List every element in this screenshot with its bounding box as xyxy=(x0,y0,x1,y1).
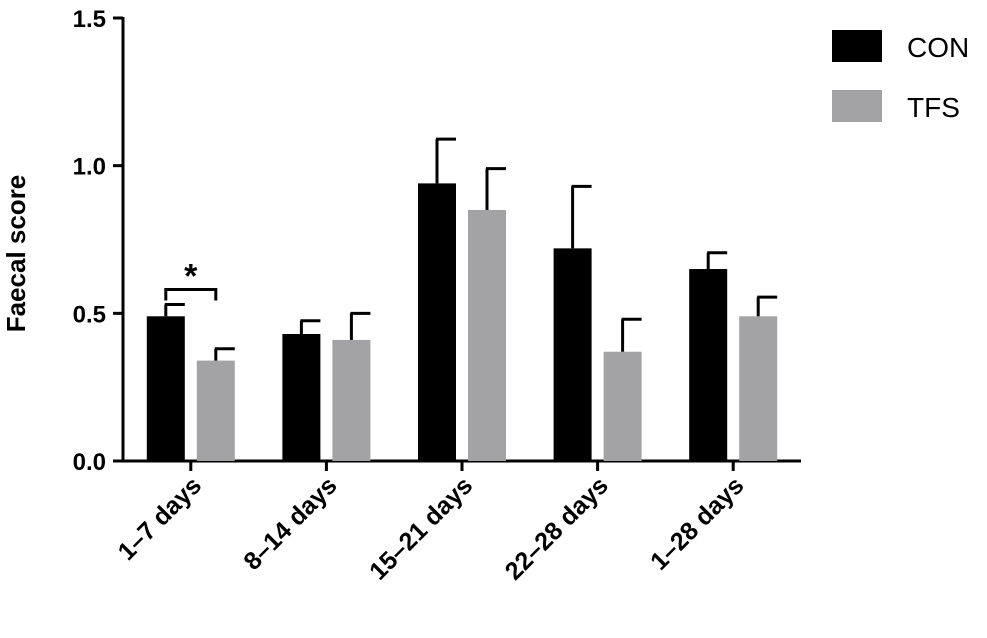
x-tick-label: 8–14 days xyxy=(238,471,342,575)
y-tick-labels: 0.0 0.5 1.0 1.5 xyxy=(73,6,106,476)
x-tick-labels: 1–7 days 8–14 days 15–21 days 22–28 days 1–2… xyxy=(113,471,750,585)
bar-con xyxy=(689,269,728,461)
y-axis-title: Faecal score xyxy=(1,175,31,333)
significance-star: * xyxy=(184,257,198,295)
bar-tfs xyxy=(739,316,778,461)
x-tick-label: 22–28 days xyxy=(500,471,614,585)
x-tick-label: 1–7 days xyxy=(113,471,207,565)
legend-label-con: CON xyxy=(907,32,969,63)
bar-tfs xyxy=(468,209,506,461)
bars xyxy=(146,183,778,462)
x-tick-label: 15–21 days xyxy=(364,471,478,585)
legend-swatch-tfs xyxy=(832,90,882,122)
y-tick-label: 1.0 xyxy=(73,154,106,181)
legend-label-tfs: TFS xyxy=(907,92,960,123)
bar-con xyxy=(146,316,185,461)
y-tick-label: 1.5 xyxy=(73,6,106,33)
x-tick-label: 1–28 days xyxy=(645,471,749,575)
bar-con xyxy=(282,334,321,461)
bar-tfs xyxy=(603,351,642,461)
significance-annotation: * xyxy=(164,257,218,301)
bar-tfs xyxy=(196,360,235,461)
y-tick-label: 0.5 xyxy=(73,301,106,328)
legend: CON TFS xyxy=(832,30,969,123)
significance-bracket xyxy=(164,287,218,301)
error-bars xyxy=(164,137,778,361)
legend-swatch-con xyxy=(832,30,882,62)
y-tick-label: 0.0 xyxy=(73,449,106,476)
bar-con xyxy=(418,183,456,462)
bar-con xyxy=(553,248,592,461)
bar-tfs xyxy=(332,339,371,461)
